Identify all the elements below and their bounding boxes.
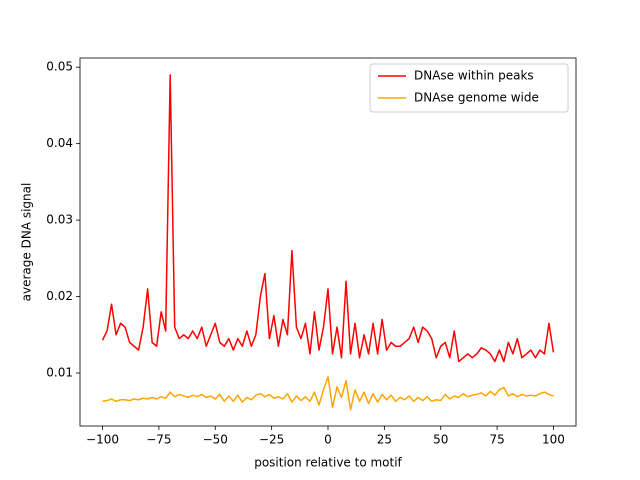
y-tick-label: 0.05 [46,60,73,74]
y-tick-label: 0.03 [46,213,73,227]
x-tick-label: 0 [324,433,332,447]
legend-label: DNAse genome wide [414,91,539,105]
y-tick-label: 0.04 [46,136,73,150]
x-axis-label: position relative to motif [254,456,402,470]
x-tick-label: −50 [203,433,228,447]
data-line [101,74,555,363]
x-tick-label: 50 [433,433,448,447]
x-tick-label: −100 [86,433,119,447]
x-tick-label: −25 [259,433,284,447]
x-tick-label: 25 [377,433,392,447]
data-line [102,376,554,411]
y-tick-label: 0.02 [46,289,73,303]
legend-box [369,63,569,113]
legend-label: DNAse within peaks [414,69,534,83]
y-axis-label: average DNA signal [20,183,34,302]
y-tick-label: 0.01 [46,366,73,380]
x-tick-label: −75 [146,433,171,447]
x-tick-label: 75 [489,433,504,447]
x-tick-label: 100 [542,433,565,447]
